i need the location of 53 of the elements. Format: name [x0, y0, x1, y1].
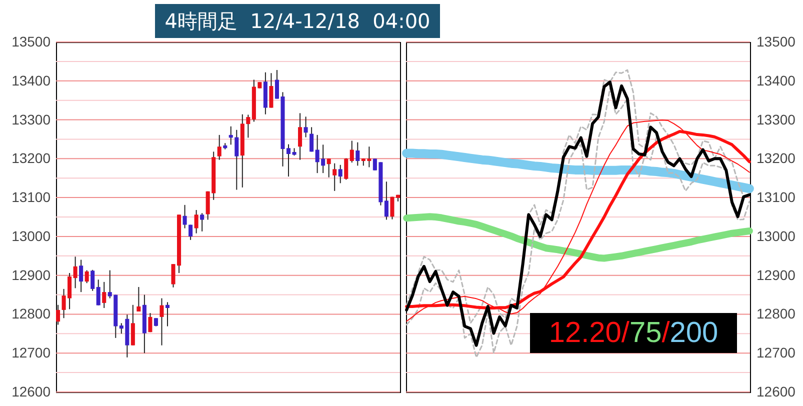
candlestick: [344, 158, 348, 180]
y-tick-label: 13400: [756, 72, 796, 88]
candlestick: [90, 269, 95, 292]
candlestick: [310, 126, 314, 152]
candlestick: [130, 304, 135, 346]
y-tick-label: 13300: [12, 111, 51, 128]
candlestick: [96, 279, 100, 306]
y-tick-label: 13100: [12, 189, 51, 206]
y-tick-label: 12800: [12, 306, 51, 322]
candlestick: [384, 181, 388, 220]
y-tick-label: 12900: [756, 266, 796, 283]
candlestick: [200, 212, 204, 232]
candlestick: [269, 72, 274, 108]
y-tick-label: 13100: [756, 189, 796, 206]
candlestick: [217, 134, 222, 160]
candlestick: [194, 210, 198, 234]
y-tick-label: 13400: [12, 72, 51, 88]
candlestick: [326, 158, 331, 178]
candlestick: [73, 256, 78, 289]
y-tick-label: 12800: [756, 306, 796, 322]
candlestick: [228, 126, 233, 146]
y-tick-label: 13500: [12, 34, 51, 50]
candlestick: [304, 116, 308, 138]
candlestick: [165, 302, 170, 327]
y-tick-label: 12600: [756, 384, 796, 400]
candlestick: [182, 204, 187, 229]
candlestick: [234, 129, 239, 190]
candlestick: [298, 112, 302, 160]
y-tick-label: 13200: [756, 150, 796, 166]
y-tick-label: 13000: [12, 228, 51, 244]
candlestick: [390, 196, 394, 220]
y-tick-label: 13200: [12, 150, 51, 166]
y-tick-label: 13300: [756, 111, 796, 128]
candlestick: [56, 304, 60, 326]
candlestick: [136, 286, 141, 312]
candlestick: [356, 142, 360, 166]
y-tick-label: 12600: [12, 384, 51, 400]
candlestick: [148, 312, 152, 333]
annotation: 12.20/75/200: [548, 317, 718, 349]
y-tick-label: 12700: [756, 344, 796, 361]
y-tick-label: 13000: [756, 228, 796, 244]
candlestick: [332, 162, 337, 192]
candlestick: [79, 259, 84, 293]
candlestick: [102, 281, 106, 308]
chart-title: 4時間足 12/4-12/18 04:00: [155, 4, 440, 38]
candlestick: [188, 224, 193, 240]
y-tick-label: 13500: [756, 34, 796, 50]
y-tick-label: 12900: [12, 266, 51, 283]
candlestick: [338, 164, 342, 184]
candlestick: [350, 140, 354, 164]
candlestick: [160, 298, 164, 346]
candlestick: [84, 270, 89, 284]
y-tick-label: 12700: [12, 344, 51, 361]
